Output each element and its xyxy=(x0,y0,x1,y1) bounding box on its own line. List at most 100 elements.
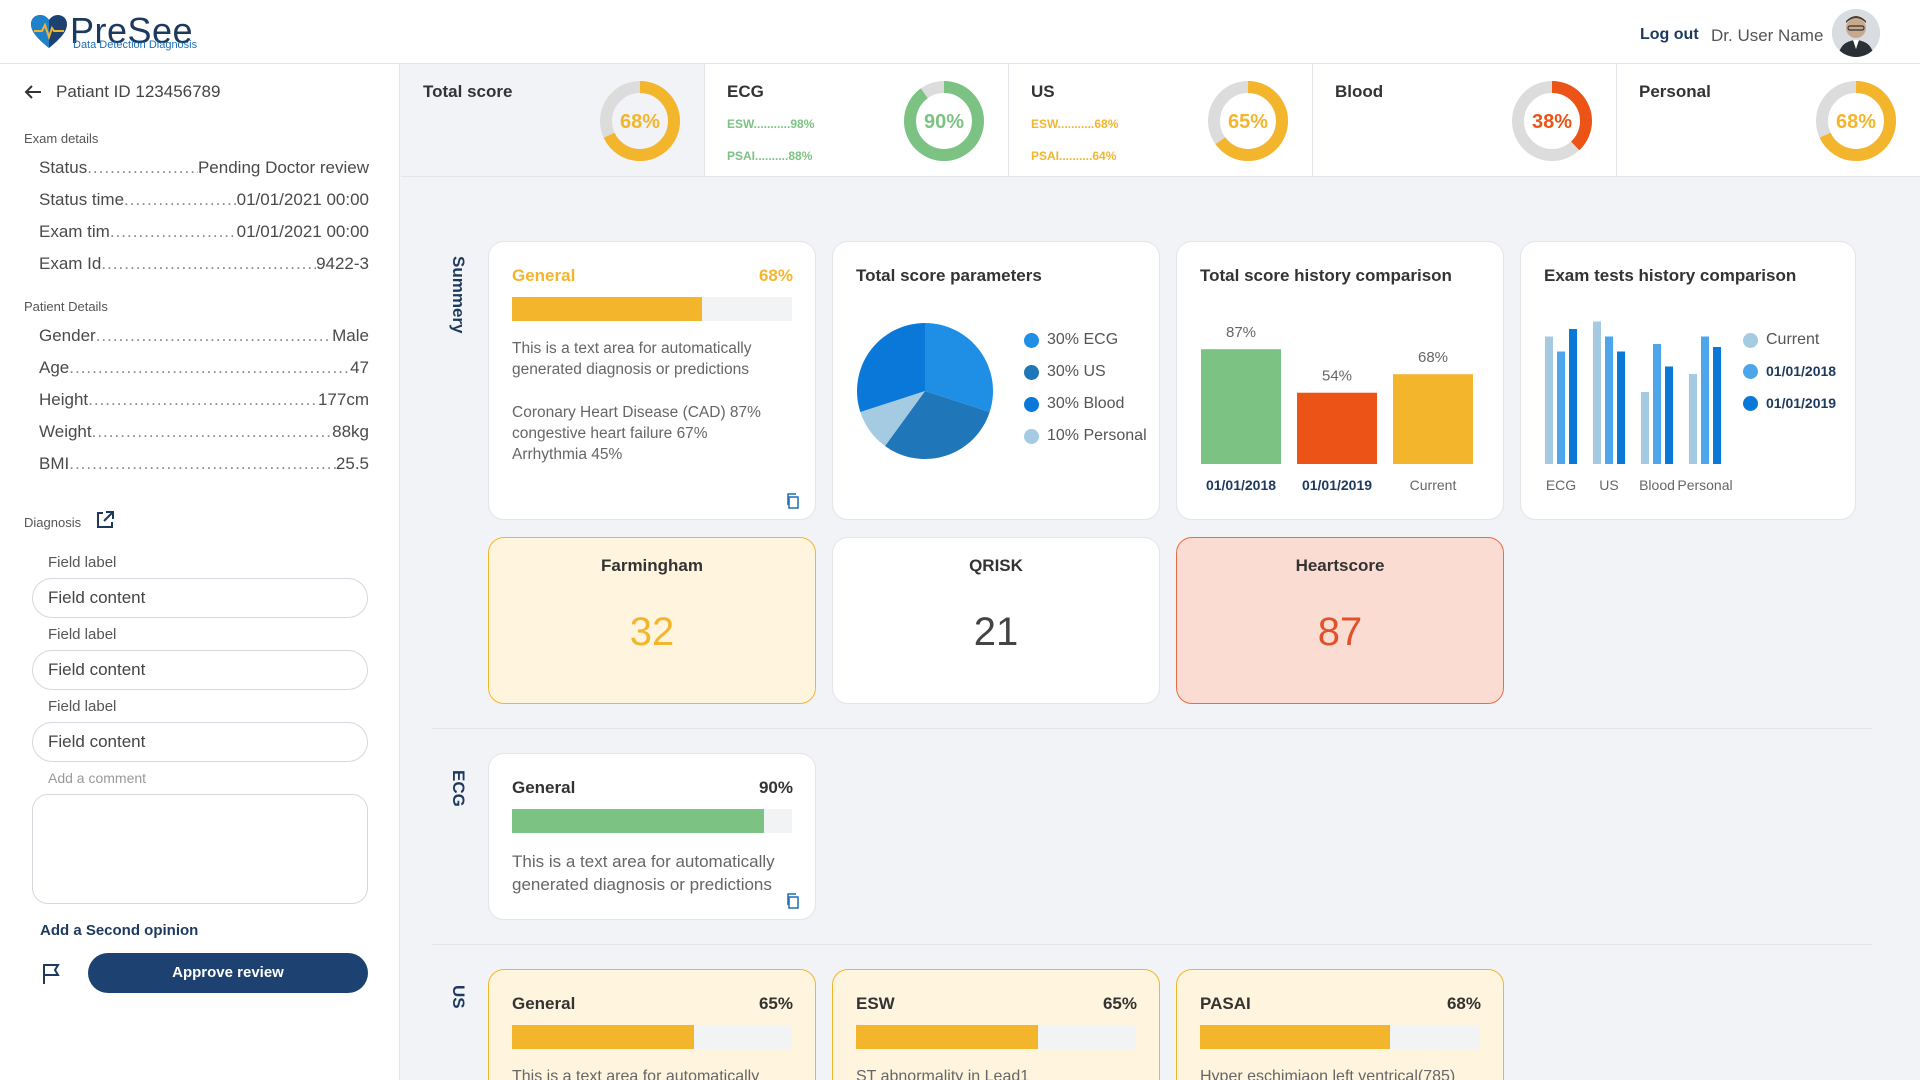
exam-status-time-value: 01/01/2021 00:00 xyxy=(236,190,369,209)
total-score-history-card: Total score history comparison 87% 01/01/… xyxy=(1176,241,1504,520)
legend-item: 30% Blood xyxy=(1024,395,1124,413)
external-link-icon[interactable] xyxy=(95,510,115,530)
bmi-value: 25.5 xyxy=(335,454,369,473)
diagnosis-title: Diagnosis xyxy=(24,514,82,530)
legend-label: 10% Personal xyxy=(1047,427,1147,444)
donut-arc xyxy=(1512,81,1592,161)
card-text: Hyper eschimiaon left ventrical(785) xyxy=(1200,1068,1456,1080)
donut-arc xyxy=(1816,81,1896,161)
top-card-us[interactable]: US ESW...........68% PSAI..........64% 6… xyxy=(1009,64,1313,177)
pie-slice xyxy=(885,391,990,459)
top-card-sub: ESW...........98% xyxy=(727,117,815,131)
exam-history-bar xyxy=(1713,347,1721,464)
flag-icon[interactable] xyxy=(40,962,62,986)
top-card-personal[interactable]: Personal 68% xyxy=(1617,64,1920,177)
progress-track xyxy=(856,1025,1136,1049)
second-opinion-link[interactable]: Add a Second opinion xyxy=(40,922,199,939)
history-bar xyxy=(1393,374,1473,464)
comment-textarea[interactable] xyxy=(32,794,368,904)
legend-dot xyxy=(1743,363,1758,379)
diagnosis-field-1[interactable]: Field content xyxy=(32,578,368,618)
legend-item: 30% ECG xyxy=(1024,331,1118,349)
history-bar-value: 87% xyxy=(1226,324,1256,341)
patient-id-row: Patiant ID 123456789 xyxy=(24,82,220,102)
exam-history-bar xyxy=(1641,392,1649,464)
card-text: This is a text area for automatically ge… xyxy=(512,852,775,894)
card-percent: 65% xyxy=(758,994,793,1013)
progress-fill xyxy=(512,297,703,321)
brand-name: PreSee xyxy=(70,10,194,51)
top-card-title: Personal xyxy=(1639,82,1711,101)
progress-track xyxy=(1200,1025,1480,1049)
exam-history-bar xyxy=(1557,351,1565,464)
legend-item: 01/01/2018 xyxy=(1743,363,1836,379)
donut-label: 68% xyxy=(1836,111,1876,133)
legend-item: 30% US xyxy=(1024,363,1106,381)
app-header: PreSee Data Detection Diagnosis Log out … xyxy=(0,0,1920,64)
donut-chart: 38% xyxy=(1512,81,1592,161)
age-value: 47 xyxy=(350,358,369,377)
exam-history-bar xyxy=(1689,374,1697,464)
card-text: This is a text area for automatically ge… xyxy=(512,340,752,378)
progress-track xyxy=(512,809,792,833)
legend-label: 30% Blood xyxy=(1047,395,1125,412)
pie-slice xyxy=(925,323,993,413)
score-title: Heartscore xyxy=(1295,556,1385,575)
exam-id-key: Exam Id xyxy=(39,254,102,273)
section-divider xyxy=(432,728,1872,729)
top-card-title: ECG xyxy=(727,82,764,101)
copy-icon[interactable] xyxy=(785,893,801,909)
patient-sidebar: Patiant ID 123456789 Exam details Status… xyxy=(0,64,400,1080)
donut-arc xyxy=(1208,81,1288,161)
card-percent: 68% xyxy=(758,266,793,285)
legend-dot xyxy=(1024,364,1039,380)
diagnosis-field-3[interactable]: Field content xyxy=(32,722,368,762)
user-name[interactable]: Dr. User Name xyxy=(1711,26,1824,45)
avatar[interactable] xyxy=(1832,9,1880,57)
bmi-key: BMI xyxy=(39,454,70,473)
legend-dot xyxy=(1024,396,1039,412)
total-score-parameters-card: Total score parameters 30% ECG 30% US 30… xyxy=(832,241,1160,520)
diagnosis-title-row: Diagnosis xyxy=(24,511,115,530)
card-title: Total score parameters xyxy=(856,266,1042,285)
legend-item: 10% Personal xyxy=(1024,427,1147,445)
us-esw-card: ESW 65% ST abnormality in Lead1 xyxy=(832,969,1160,1080)
card-text: congestive heart failure 67% xyxy=(512,425,708,442)
patient-age: Age 47 xyxy=(39,358,369,378)
legend-item: Current xyxy=(1743,331,1819,349)
history-bar-value: 54% xyxy=(1322,368,1352,385)
top-card-blood[interactable]: Blood 38% xyxy=(1313,64,1617,177)
copy-icon[interactable] xyxy=(785,493,801,509)
card-percent: 68% xyxy=(1446,994,1481,1013)
legend-dot xyxy=(1024,332,1039,348)
patient-id: Patiant ID 123456789 xyxy=(56,82,221,101)
qrisk-card: QRISK 21 xyxy=(832,537,1160,704)
history-bar-label: 01/01/2018 xyxy=(1206,477,1276,493)
patient-gender: Gender Male xyxy=(39,326,369,346)
approve-review-button[interactable]: Approve review xyxy=(88,953,368,993)
pie-chart xyxy=(857,323,993,459)
patient-weight: Weight 88kg xyxy=(39,422,369,442)
legend-label: Current xyxy=(1766,331,1820,348)
exam-time-value: 01/01/2021 00:00 xyxy=(236,222,369,241)
exam-history-bar xyxy=(1617,351,1625,464)
donut-label: 65% xyxy=(1228,111,1268,133)
logout-link[interactable]: Log out xyxy=(1640,26,1699,43)
card-text: Coronary Heart Disease (CAD) 87% xyxy=(512,404,761,421)
top-card-total[interactable]: Total score 68% xyxy=(401,64,705,177)
gender-value: Male xyxy=(332,326,369,345)
back-arrow-icon[interactable] xyxy=(24,84,42,100)
card-title: General xyxy=(512,778,576,797)
patient-bmi: BMI 25.5 xyxy=(39,454,369,474)
exam-history-category-label: ECG xyxy=(1546,477,1576,493)
progress-fill xyxy=(512,809,764,833)
logo[interactable]: PreSee Data Detection Diagnosis xyxy=(30,10,220,54)
card-title: General xyxy=(512,994,576,1013)
top-card-ecg[interactable]: ECG ESW...........98% PSAI..........88% … xyxy=(705,64,1009,177)
donut-chart: 90% xyxy=(904,81,984,161)
exam-id: Exam Id 9422-3 xyxy=(39,254,369,274)
progress-track xyxy=(512,297,792,321)
section-summary-label: Summery xyxy=(449,256,468,334)
diagnosis-field-2[interactable]: Field content xyxy=(32,650,368,690)
score-value: 87 xyxy=(1317,610,1363,654)
